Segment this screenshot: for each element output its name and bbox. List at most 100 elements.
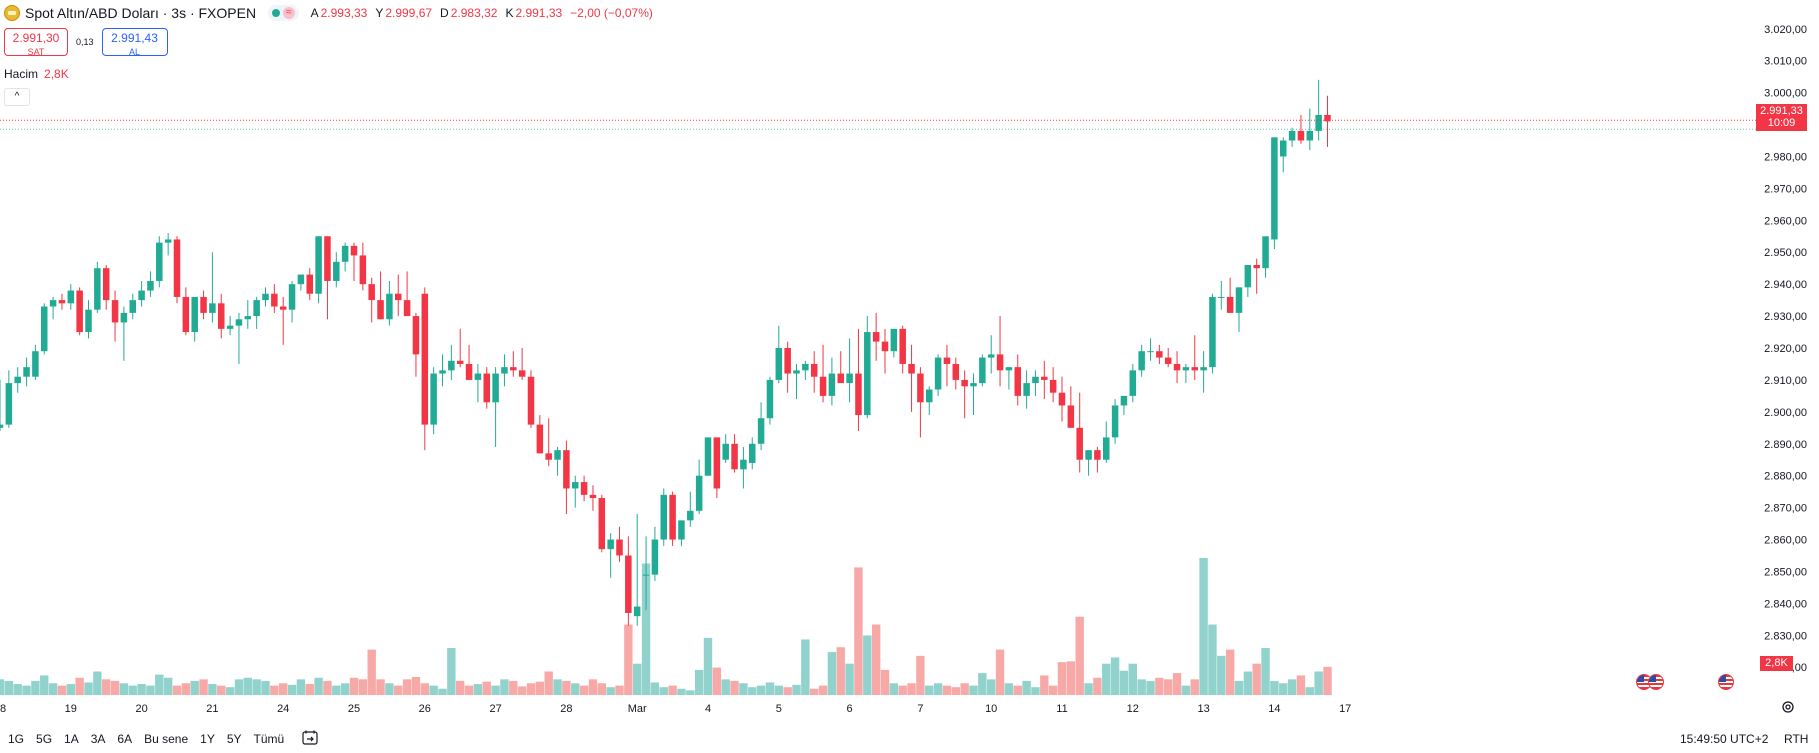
candle-body <box>1235 287 1243 313</box>
goto-date-icon[interactable] <box>302 730 320 746</box>
candle-body <box>244 316 252 320</box>
candle-body <box>1032 376 1039 384</box>
candle-body <box>226 325 234 329</box>
candle-body <box>881 341 889 352</box>
range-button[interactable]: 1G <box>8 732 25 746</box>
candle-body <box>1218 296 1225 298</box>
price-tick-label: 2.850,00 <box>1764 566 1807 578</box>
volume-bar <box>1296 675 1306 695</box>
range-button[interactable]: 3A <box>90 732 106 746</box>
volume-bar <box>208 684 217 695</box>
buy-button[interactable]: 2.991,43 AL <box>101 28 168 57</box>
range-button[interactable]: 1A <box>64 732 79 746</box>
volume-bar <box>1119 670 1129 695</box>
range-button[interactable]: 5Y <box>226 732 242 746</box>
symbol-title[interactable]: Spot Altın/ABD Doları · 3s · FXOPEN <box>25 5 257 21</box>
volume-bar <box>1314 671 1323 695</box>
volume-bar <box>827 651 837 695</box>
candle-body <box>448 360 455 371</box>
high-key: Y <box>375 6 384 20</box>
price-tick-label: 2.960,00 <box>1764 215 1807 227</box>
session-toggle[interactable]: RTH <box>1784 732 1809 746</box>
candle-body <box>740 459 747 470</box>
volume-bar <box>1137 679 1146 695</box>
candle-body <box>0 424 4 428</box>
candle-body <box>368 284 375 301</box>
candle-body <box>288 284 296 310</box>
candle-body <box>616 539 623 556</box>
us-flag-event-icon[interactable] <box>1648 674 1664 690</box>
candle-body <box>23 367 30 377</box>
volume-bar <box>792 684 801 695</box>
candle-body <box>218 303 225 329</box>
gear-icon[interactable] <box>1781 700 1795 714</box>
candle-body <box>156 242 163 281</box>
volume-bar <box>1243 671 1253 695</box>
candle-body <box>14 376 21 384</box>
volume-bar <box>119 683 129 695</box>
time-clock[interactable]: 15:49:50 UTC+2 <box>1680 732 1769 746</box>
candle-body <box>1067 405 1075 428</box>
volume-bar <box>889 683 899 695</box>
volume-bar <box>1172 673 1182 695</box>
volume-legend[interactable]: Hacim 2,8K <box>4 67 69 81</box>
candle-body <box>536 424 544 454</box>
us-flag-event-icon[interactable] <box>1718 674 1734 690</box>
volume-bar <box>1287 679 1297 695</box>
candle-body <box>41 306 48 352</box>
range-button[interactable]: 5G <box>36 732 53 746</box>
time-tick-label: 11 <box>1056 703 1067 715</box>
price-axis[interactable]: 3.020,003.010,003.000,002.990,002.980,00… <box>1764 24 1807 674</box>
candle-body <box>580 482 588 495</box>
volume-bar <box>1048 685 1058 695</box>
candle-body <box>439 370 446 374</box>
volume-bar <box>332 685 341 695</box>
volume-bar <box>31 680 40 695</box>
candle-body <box>775 348 783 380</box>
volume-bar <box>880 669 890 695</box>
volume-axis-tag: 2,8K <box>1760 656 1793 671</box>
volume-bar <box>571 683 580 695</box>
volume-bar <box>1031 687 1040 695</box>
collapse-legend-button[interactable]: ^ <box>4 88 30 106</box>
volume-bar <box>721 679 730 695</box>
volume-bar <box>694 669 704 695</box>
last-price-value: 2.991,33 <box>1760 105 1803 117</box>
price-tick-label: 3.000,00 <box>1764 88 1807 100</box>
range-button[interactable]: 6A <box>117 732 133 746</box>
candle-body <box>5 383 13 425</box>
candle-body <box>890 328 898 352</box>
time-axis[interactable]: 18 19 20 21 24 25 26 27 28 Mar 4 5 6 7 10 11 12 13 14 17 <box>0 703 1351 715</box>
volume-bar <box>438 688 447 695</box>
candle-body <box>510 367 517 371</box>
volume-bar <box>730 680 739 695</box>
candle-body <box>1041 376 1048 380</box>
volume-bar <box>340 683 350 695</box>
candle-body <box>271 293 278 307</box>
sell-price: 2.991,30 <box>12 31 60 45</box>
volume-bar <box>146 685 155 695</box>
range-button[interactable]: Bu sene <box>144 732 189 746</box>
time-tick-label: Mar <box>628 703 647 715</box>
volume-bar <box>1164 679 1173 695</box>
candle-body <box>1085 450 1092 460</box>
range-button[interactable]: Tümü <box>253 732 285 746</box>
market-status[interactable]: ≈ <box>268 5 299 21</box>
sell-button[interactable]: 2.991,30 SAT <box>4 28 68 57</box>
candle-body <box>359 255 367 285</box>
volume-bar <box>225 687 235 695</box>
volume-bar <box>358 679 368 695</box>
volume-bar <box>349 677 359 695</box>
price-tick-label: 3.020,00 <box>1764 24 1807 36</box>
market-open-icon <box>272 9 281 17</box>
range-button[interactable]: 1Y <box>200 732 215 746</box>
candle-body <box>1288 130 1296 141</box>
candle-body <box>297 274 305 285</box>
candle-body <box>1111 405 1119 438</box>
volume-bar <box>447 648 456 695</box>
candle-body <box>306 274 313 294</box>
candle-body <box>191 296 198 333</box>
candle-body <box>704 437 712 476</box>
volume-bar <box>279 683 288 695</box>
